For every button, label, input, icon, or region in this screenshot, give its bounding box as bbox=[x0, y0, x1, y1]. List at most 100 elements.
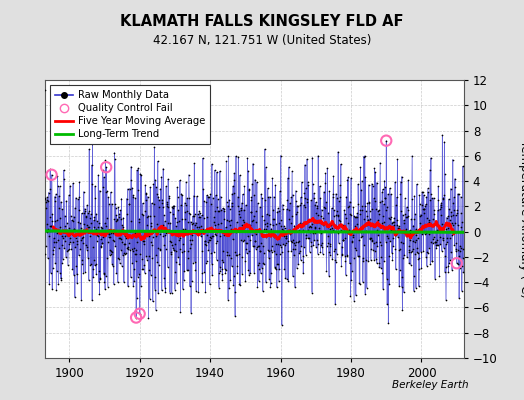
Point bbox=[253, 283, 261, 290]
Point bbox=[411, 211, 419, 217]
Point bbox=[454, 261, 463, 268]
Point bbox=[239, 207, 248, 213]
Point bbox=[104, 239, 112, 245]
Point bbox=[163, 203, 171, 209]
Point bbox=[430, 211, 438, 217]
Point bbox=[145, 267, 153, 274]
Point bbox=[130, 266, 138, 272]
Point bbox=[46, 223, 54, 229]
Point bbox=[85, 208, 94, 214]
Point bbox=[106, 189, 115, 195]
Point bbox=[194, 227, 202, 233]
Point bbox=[290, 252, 298, 258]
Point bbox=[417, 248, 425, 255]
Point bbox=[378, 189, 386, 196]
Point bbox=[346, 198, 354, 205]
Point bbox=[256, 204, 264, 211]
Point bbox=[108, 263, 117, 269]
Point bbox=[117, 246, 125, 253]
Point bbox=[108, 249, 116, 255]
Point bbox=[335, 218, 344, 224]
Point bbox=[292, 210, 300, 217]
Point bbox=[202, 258, 211, 264]
Point bbox=[208, 272, 216, 278]
Legend: Raw Monthly Data, Quality Control Fail, Five Year Moving Average, Long-Term Tren: Raw Monthly Data, Quality Control Fail, … bbox=[50, 85, 210, 144]
Point bbox=[437, 200, 445, 206]
Point bbox=[317, 230, 325, 236]
Point bbox=[421, 223, 429, 230]
Point bbox=[214, 221, 222, 227]
Point bbox=[115, 235, 124, 242]
Point bbox=[198, 212, 206, 218]
Point bbox=[181, 226, 190, 232]
Point bbox=[130, 230, 139, 236]
Point bbox=[350, 213, 358, 219]
Point bbox=[333, 195, 342, 201]
Point bbox=[431, 239, 440, 246]
Point bbox=[367, 180, 376, 187]
Point bbox=[361, 290, 369, 297]
Point bbox=[339, 236, 347, 243]
Point bbox=[177, 202, 185, 208]
Point bbox=[54, 281, 62, 287]
Point bbox=[330, 207, 338, 213]
Point bbox=[76, 246, 84, 252]
Point bbox=[96, 276, 104, 282]
Point bbox=[356, 164, 365, 171]
Point bbox=[185, 210, 194, 217]
Point bbox=[388, 219, 397, 225]
Point bbox=[182, 208, 191, 215]
Point bbox=[180, 248, 188, 255]
Point bbox=[404, 177, 412, 184]
Point bbox=[296, 248, 304, 254]
Point bbox=[245, 272, 253, 278]
Point bbox=[388, 257, 397, 263]
Point bbox=[310, 195, 318, 202]
Point bbox=[285, 206, 293, 213]
Point bbox=[134, 165, 143, 171]
Point bbox=[428, 258, 436, 264]
Point bbox=[221, 266, 229, 272]
Point bbox=[368, 237, 377, 243]
Point bbox=[56, 183, 64, 190]
Point bbox=[127, 177, 135, 184]
Point bbox=[399, 289, 408, 296]
Point bbox=[440, 139, 449, 145]
Point bbox=[316, 248, 325, 255]
Point bbox=[150, 274, 159, 281]
Point bbox=[111, 200, 119, 207]
Point bbox=[150, 144, 159, 150]
Point bbox=[455, 295, 463, 302]
Point bbox=[264, 185, 272, 192]
Point bbox=[312, 199, 320, 206]
Point bbox=[337, 252, 346, 258]
Point bbox=[264, 194, 272, 200]
Point bbox=[285, 164, 293, 170]
Point bbox=[55, 245, 63, 251]
Point bbox=[245, 248, 253, 254]
Point bbox=[309, 230, 318, 236]
Point bbox=[451, 212, 460, 218]
Point bbox=[232, 252, 241, 258]
Point bbox=[244, 168, 252, 174]
Point bbox=[46, 214, 54, 220]
Point bbox=[353, 228, 361, 234]
Point bbox=[135, 270, 143, 277]
Point bbox=[427, 221, 435, 228]
Point bbox=[176, 235, 184, 241]
Point bbox=[321, 170, 330, 176]
Point bbox=[350, 254, 358, 261]
Point bbox=[90, 224, 99, 230]
Point bbox=[58, 206, 67, 212]
Point bbox=[291, 284, 299, 290]
Point bbox=[102, 223, 111, 229]
Point bbox=[447, 232, 456, 238]
Point bbox=[97, 244, 105, 251]
Point bbox=[398, 212, 407, 218]
Point bbox=[248, 243, 257, 249]
Point bbox=[365, 199, 374, 206]
Point bbox=[356, 211, 364, 218]
Point bbox=[439, 194, 447, 201]
Point bbox=[49, 235, 58, 241]
Point bbox=[387, 227, 396, 233]
